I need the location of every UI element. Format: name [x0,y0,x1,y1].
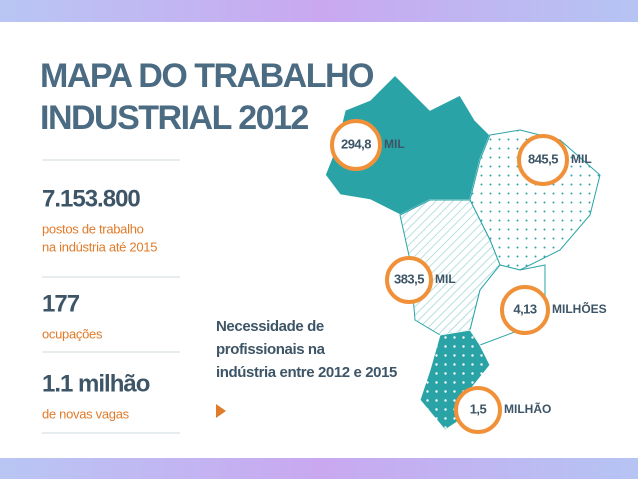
region-unit: MIL [571,152,592,166]
stat-value: 7.153.800 [42,185,140,212]
region-badge [385,256,433,304]
title: INDUSTRIAL 2012 [40,99,308,137]
stat-value: 177 [42,290,80,317]
stat-value: 1.1 milhão [42,370,150,397]
region-value: 383,5 [394,271,424,286]
region-value: 845,5 [528,151,558,166]
stat-label: ocupações [42,326,103,341]
region-unit: MILHÕES [552,301,607,316]
region-badge [517,134,569,186]
region-value: 1,5 [470,401,487,416]
note: indústria entre 2012 e 2015 [216,364,397,381]
stat-label: postos de trabalho [42,221,144,236]
region-unit: MIL [384,137,405,151]
region-badge [500,285,550,335]
region-unit: MILHÃO [504,401,551,416]
region-value: 4,13 [513,301,537,316]
brazil-map [324,73,601,431]
region-value: 294,8 [341,136,371,151]
region-badge [330,119,382,171]
top-bar [0,0,638,22]
region-badge [454,386,502,434]
arrow-icon [216,404,226,418]
title: MAPA DO TRABALHO [40,57,374,95]
note: profissionais na [216,341,326,358]
note: Necessidade de [216,318,324,335]
bottom-bar [0,458,638,479]
stat-label: na indústria até 2015 [42,239,157,254]
region-unit: MIL [435,272,456,286]
stat-label: de novas vagas [42,406,130,421]
